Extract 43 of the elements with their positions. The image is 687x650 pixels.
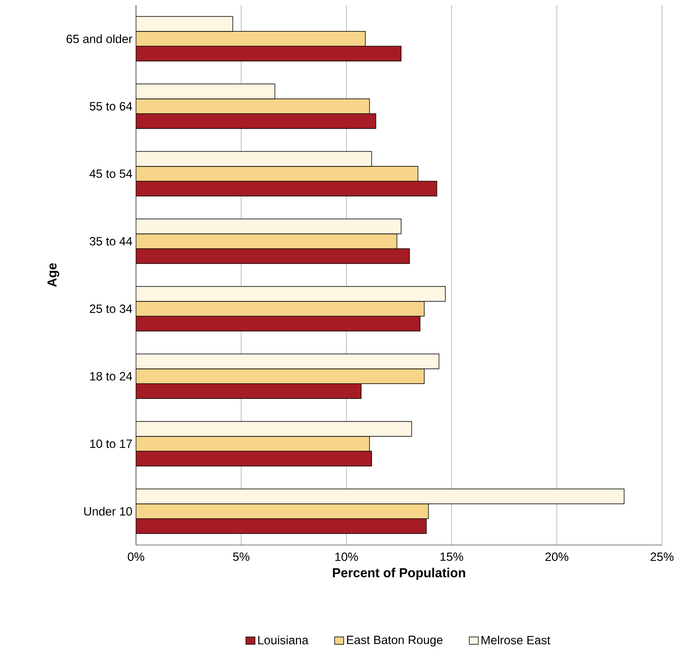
bar xyxy=(136,436,370,452)
bar xyxy=(136,31,366,47)
bar xyxy=(136,166,418,182)
legend-label: East Baton Rouge xyxy=(347,636,443,647)
bar xyxy=(136,46,402,62)
x-tick-label: 25% xyxy=(650,552,674,562)
bar xyxy=(136,504,429,520)
bar xyxy=(136,114,376,129)
y-tick-label: 65 and older xyxy=(66,34,132,44)
y-tick-label: 10 to 17 xyxy=(90,440,132,448)
bar xyxy=(136,218,402,234)
y-tick-label: 45 to 54 xyxy=(90,170,132,178)
bar xyxy=(136,384,362,399)
y-tick-label: Under 10 xyxy=(84,507,132,516)
bar xyxy=(136,248,410,264)
legend-label: Melrose East xyxy=(482,636,550,644)
x-tick-label: 20% xyxy=(545,552,568,562)
bar xyxy=(136,451,372,466)
bar xyxy=(136,234,398,250)
y-tick-label: 55 to 64 xyxy=(90,102,132,111)
bar xyxy=(136,286,446,302)
bar xyxy=(136,518,427,534)
bar xyxy=(136,84,276,100)
bar xyxy=(136,354,440,370)
y-tick-label: 25 to 34 xyxy=(90,304,132,314)
bar xyxy=(136,488,624,504)
bar xyxy=(136,16,234,32)
bar xyxy=(136,301,425,317)
x-tick-label: 15% xyxy=(440,552,464,562)
x-tick-label: 10% xyxy=(335,552,358,562)
x-tick-label: 5% xyxy=(233,552,250,562)
y-tick-label: 18 to 24 xyxy=(90,372,132,381)
bar xyxy=(136,98,370,114)
bar xyxy=(136,421,412,437)
x-tick-label: 0% xyxy=(128,552,144,562)
bar xyxy=(136,181,438,196)
bar xyxy=(136,151,372,167)
y-tick-label: 35 to 44 xyxy=(90,237,132,246)
bar xyxy=(136,316,420,332)
bar xyxy=(136,368,425,384)
legend-label: Louisiana xyxy=(258,636,308,644)
x-axis-title: Percent of Population xyxy=(332,568,466,580)
y-axis-title: Age xyxy=(48,263,60,288)
